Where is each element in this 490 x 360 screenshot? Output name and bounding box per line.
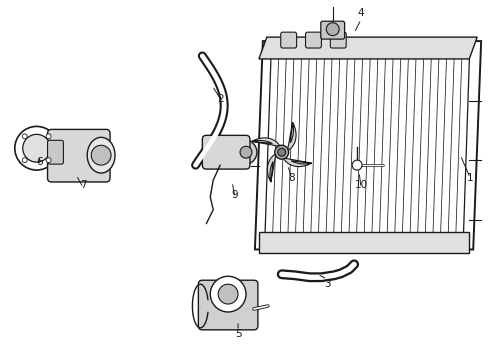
FancyBboxPatch shape [202, 135, 250, 169]
Text: 1: 1 [467, 173, 473, 183]
Text: 6: 6 [36, 157, 43, 167]
Polygon shape [252, 138, 280, 147]
Circle shape [278, 148, 286, 156]
Text: 2: 2 [217, 94, 223, 104]
Polygon shape [255, 41, 481, 249]
Circle shape [46, 134, 51, 139]
FancyBboxPatch shape [306, 32, 321, 48]
Text: 7: 7 [80, 180, 87, 190]
FancyBboxPatch shape [198, 280, 258, 330]
Text: 9: 9 [232, 190, 239, 200]
Circle shape [326, 23, 339, 36]
Polygon shape [288, 122, 296, 151]
FancyBboxPatch shape [330, 32, 346, 48]
Circle shape [15, 126, 58, 170]
Circle shape [218, 284, 238, 304]
FancyBboxPatch shape [281, 32, 296, 48]
Circle shape [22, 158, 27, 163]
Circle shape [275, 145, 289, 159]
Circle shape [240, 146, 252, 158]
Text: 4: 4 [358, 8, 365, 18]
Text: 8: 8 [288, 173, 295, 183]
Polygon shape [265, 51, 469, 239]
FancyBboxPatch shape [48, 129, 110, 182]
FancyBboxPatch shape [321, 21, 344, 39]
Polygon shape [268, 154, 276, 182]
Circle shape [91, 145, 111, 165]
Circle shape [210, 276, 246, 312]
FancyBboxPatch shape [48, 140, 63, 164]
Circle shape [46, 158, 51, 163]
Polygon shape [259, 231, 469, 253]
Polygon shape [283, 158, 312, 167]
Ellipse shape [229, 139, 257, 165]
Circle shape [352, 160, 362, 170]
Circle shape [22, 134, 27, 139]
Text: 3: 3 [324, 279, 331, 289]
Text: 5: 5 [235, 329, 242, 339]
Circle shape [23, 134, 50, 162]
Ellipse shape [87, 137, 115, 173]
Text: 10: 10 [355, 180, 368, 190]
Polygon shape [259, 37, 477, 59]
